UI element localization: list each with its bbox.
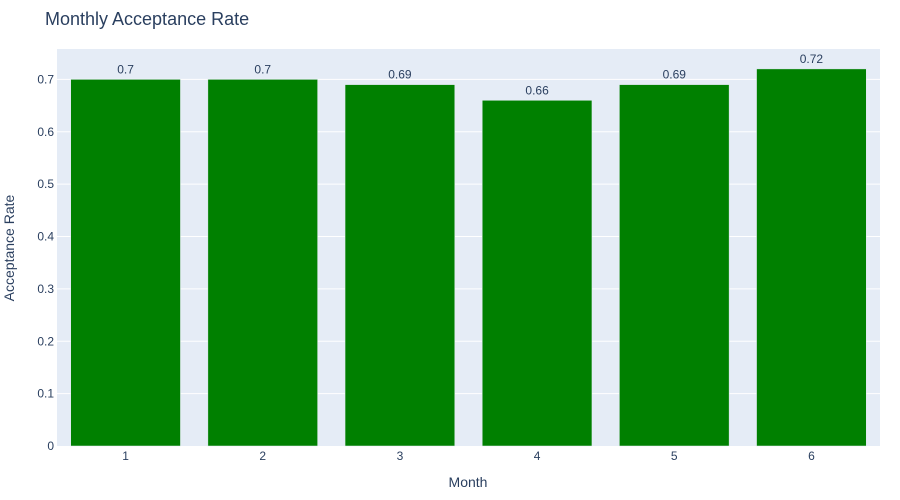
y-tick-label: 0.6 (37, 125, 54, 139)
bar-value-label: 0.7 (117, 62, 134, 76)
bar-value-label: 0.66 (525, 83, 549, 97)
y-tick-label: 0.7 (37, 72, 54, 86)
x-tick-label: 1 (122, 449, 129, 463)
x-tick-label: 2 (259, 449, 266, 463)
bar-value-label: 0.72 (800, 52, 824, 66)
bar-value-labels: 0.7 0.7 0.69 0.66 0.69 0.72 (117, 52, 823, 97)
y-tick-label: 0.5 (37, 177, 54, 191)
bar (619, 84, 730, 447)
plot-background (57, 49, 880, 446)
bar-value-label: 0.7 (254, 62, 271, 76)
x-tick-label: 5 (671, 449, 678, 463)
bars (70, 68, 867, 447)
x-axis-ticks: 1 2 3 4 5 6 (122, 449, 815, 463)
y-tick-label: 0.2 (37, 334, 54, 348)
y-tick-label: 0 (47, 439, 54, 453)
gridlines (57, 78, 880, 395)
bar (756, 68, 867, 447)
y-axis-ticks: 0 0.1 0.2 0.3 0.4 0.5 0.6 0.7 (37, 72, 54, 453)
x-tick-label: 4 (534, 449, 541, 463)
bar (481, 100, 593, 447)
bar-value-label: 0.69 (663, 68, 687, 82)
x-axis-title: Month (449, 474, 488, 490)
bar (70, 79, 181, 447)
y-axis-title: Acceptance Rate (1, 194, 17, 301)
chart-title: Monthly Acceptance Rate (45, 9, 249, 29)
y-tick-label: 0.4 (37, 230, 54, 244)
x-tick-label: 6 (808, 449, 815, 463)
bar (344, 84, 456, 447)
y-tick-label: 0.3 (37, 282, 54, 296)
bar (207, 79, 318, 447)
x-tick-label: 3 (397, 449, 404, 463)
y-tick-label: 0.1 (37, 387, 54, 401)
bar-value-label: 0.69 (388, 68, 412, 82)
